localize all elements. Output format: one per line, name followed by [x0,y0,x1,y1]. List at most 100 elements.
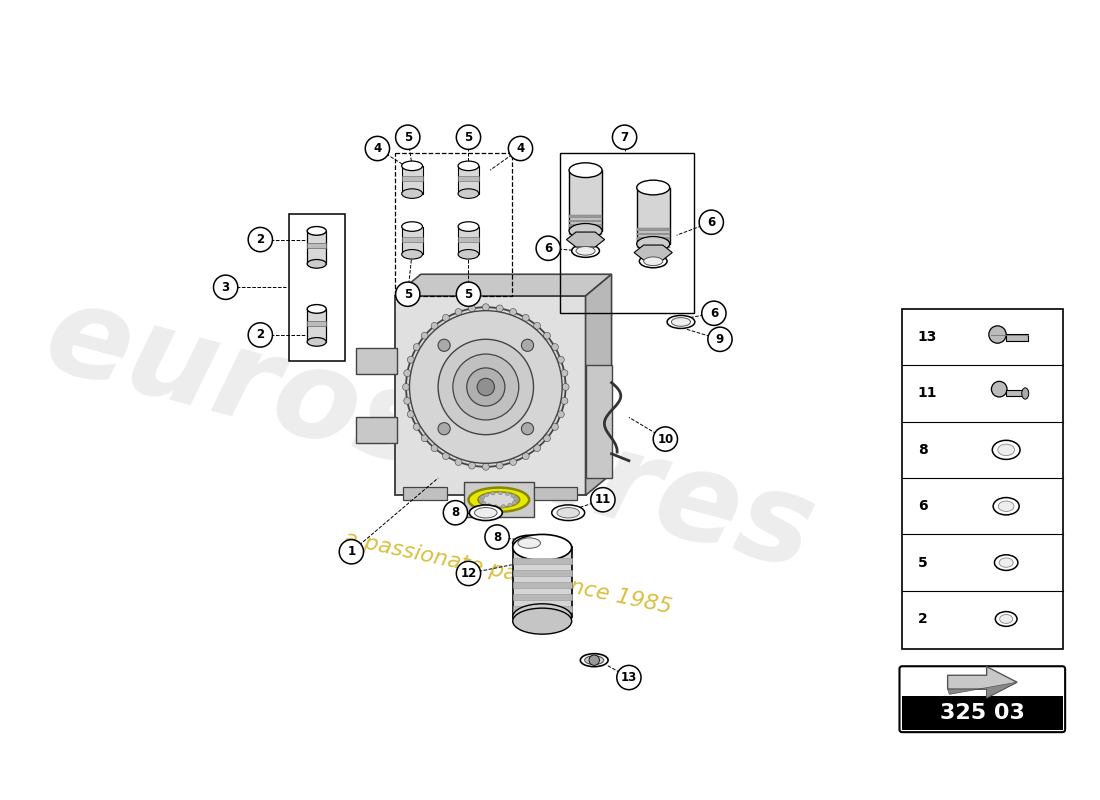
Circle shape [700,210,724,234]
FancyBboxPatch shape [395,296,585,495]
Ellipse shape [518,538,540,548]
Bar [513,558,572,564]
Circle shape [456,562,481,586]
Circle shape [562,383,569,390]
Ellipse shape [581,654,608,666]
Circle shape [407,411,415,418]
Ellipse shape [998,444,1014,455]
Ellipse shape [402,161,422,170]
Circle shape [521,422,534,434]
Ellipse shape [1022,388,1028,399]
Ellipse shape [307,305,327,314]
Circle shape [421,332,428,339]
Circle shape [551,344,559,350]
Bar [458,226,478,254]
Circle shape [496,462,503,469]
Circle shape [438,422,450,434]
Text: 5: 5 [404,288,411,301]
Ellipse shape [469,487,529,512]
Circle shape [588,655,600,666]
Ellipse shape [639,254,667,268]
Ellipse shape [502,505,506,508]
Ellipse shape [402,250,422,259]
Circle shape [404,398,410,404]
Circle shape [455,458,462,466]
Text: 2: 2 [256,233,264,246]
Ellipse shape [482,502,486,505]
Circle shape [482,463,490,470]
Ellipse shape [999,558,1013,567]
Ellipse shape [307,338,327,346]
Circle shape [421,435,428,442]
Text: 5: 5 [404,130,411,144]
Circle shape [558,356,564,363]
Ellipse shape [585,656,604,665]
Circle shape [466,368,505,406]
Ellipse shape [510,494,515,498]
Text: 5: 5 [464,130,473,144]
Circle shape [477,378,495,396]
Bar [402,237,422,242]
Bar [513,582,572,588]
Bar [637,228,670,231]
Ellipse shape [481,496,485,499]
Text: 2: 2 [256,329,264,342]
Ellipse shape [996,612,1018,626]
Ellipse shape [992,440,1020,459]
Ellipse shape [513,608,572,634]
Ellipse shape [470,505,503,521]
Circle shape [509,458,517,466]
Bar [402,166,422,194]
Bar [404,486,447,500]
Bar [307,309,327,342]
Bar [637,233,670,235]
Ellipse shape [484,493,488,497]
Ellipse shape [402,222,422,231]
Polygon shape [585,274,612,495]
Ellipse shape [402,189,422,198]
Circle shape [617,666,641,690]
Text: 6: 6 [710,306,718,320]
Text: 2: 2 [917,612,927,626]
Circle shape [522,314,529,322]
Text: 13: 13 [620,671,637,684]
Ellipse shape [637,180,670,195]
Bar [458,176,478,182]
Ellipse shape [458,161,478,170]
Text: 325 03: 325 03 [939,703,1025,723]
Bar [355,348,397,374]
Polygon shape [947,682,1018,698]
Circle shape [404,370,410,377]
Circle shape [456,282,481,306]
Circle shape [561,370,568,377]
Ellipse shape [552,505,585,521]
Text: 8: 8 [493,530,502,543]
Ellipse shape [458,222,478,231]
Ellipse shape [999,501,1014,511]
Circle shape [339,540,363,564]
Ellipse shape [480,498,484,502]
Bar [637,187,670,244]
Circle shape [653,427,678,451]
Ellipse shape [458,250,478,259]
Circle shape [396,282,420,306]
Circle shape [396,125,420,150]
Circle shape [456,125,481,150]
Circle shape [249,323,273,347]
Text: 11: 11 [595,494,610,506]
Circle shape [443,501,468,525]
Circle shape [431,445,438,451]
Bar [569,220,602,222]
Ellipse shape [307,259,327,268]
Circle shape [431,322,438,330]
Text: 6: 6 [917,499,927,514]
Circle shape [414,344,420,350]
Ellipse shape [644,257,662,266]
Circle shape [707,327,733,351]
Circle shape [613,125,637,150]
Polygon shape [395,274,612,296]
Ellipse shape [993,498,1020,515]
Bar [513,606,572,613]
Bar [637,237,670,239]
Bar [585,366,612,478]
